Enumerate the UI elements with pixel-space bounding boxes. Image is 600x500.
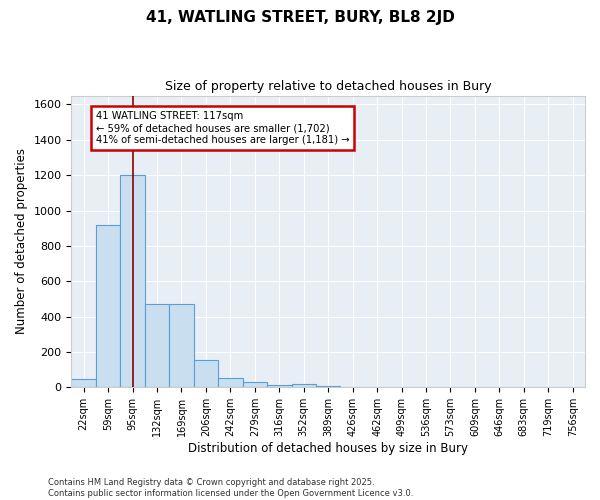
Y-axis label: Number of detached properties: Number of detached properties [15,148,28,334]
Title: Size of property relative to detached houses in Bury: Size of property relative to detached ho… [165,80,491,93]
Bar [71,378,96,388]
Bar [145,304,169,388]
Bar [121,175,145,388]
Bar [96,224,121,388]
Text: Contains HM Land Registry data © Crown copyright and database right 2025.
Contai: Contains HM Land Registry data © Crown c… [48,478,413,498]
Bar [169,304,194,388]
Text: 41, WATLING STREET, BURY, BL8 2JD: 41, WATLING STREET, BURY, BL8 2JD [146,10,454,25]
Bar [218,378,242,388]
Text: 41 WATLING STREET: 117sqm
← 59% of detached houses are smaller (1,702)
41% of se: 41 WATLING STREET: 117sqm ← 59% of detac… [96,112,349,144]
Bar [316,386,340,388]
X-axis label: Distribution of detached houses by size in Bury: Distribution of detached houses by size … [188,442,468,455]
Bar [292,384,316,388]
Bar [194,360,218,388]
Bar [242,382,267,388]
Bar [267,384,292,388]
